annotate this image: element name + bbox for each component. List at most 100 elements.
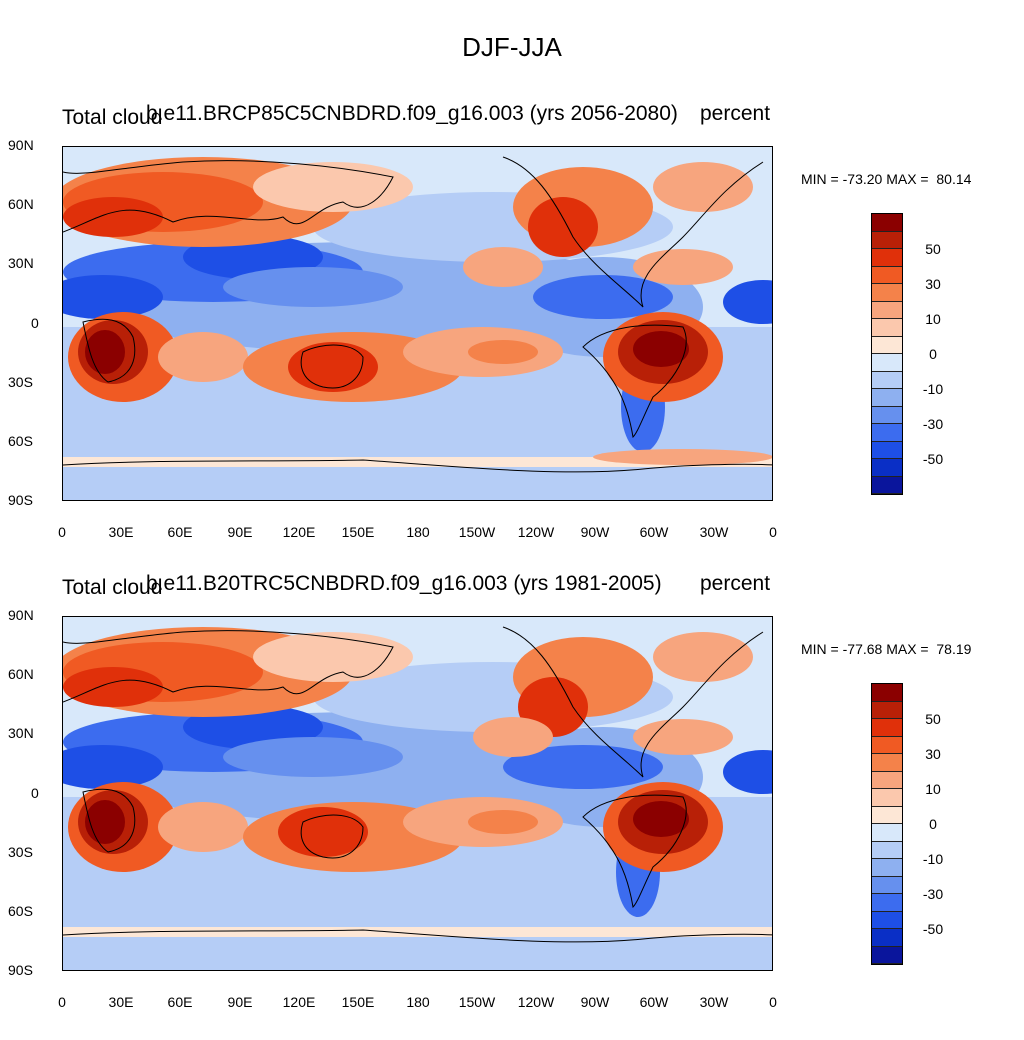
lon-tick-label: 90E <box>227 994 253 1010</box>
colorbar-swatch <box>872 806 902 824</box>
variable-label: Total cloud <box>62 576 163 599</box>
colorbar-swatch <box>872 929 902 947</box>
colorbar-swatch <box>872 424 902 442</box>
colorbar-swatch <box>872 859 902 877</box>
colorbar-label: -50 <box>922 921 944 937</box>
lon-tick-label: 60W <box>639 524 669 540</box>
colorbar-label: -10 <box>922 381 944 397</box>
colorbar-label: 0 <box>929 346 937 362</box>
cloud-difference-field <box>63 147 772 500</box>
colorbar <box>871 213 903 495</box>
min-max-readout: MIN = -73.20 MAX = 80.14 <box>801 171 972 187</box>
lon-tick-label: 60W <box>639 994 669 1010</box>
lon-tick-label: 90W <box>580 524 610 540</box>
colorbar-swatch <box>872 771 902 789</box>
lon-tick-label: 90W <box>580 994 610 1010</box>
lon-tick-label: 30W <box>699 524 729 540</box>
lat-tick-label: 90S <box>8 492 33 508</box>
lat-tick-label: 90S <box>8 962 33 978</box>
colorbar-label: 30 <box>925 746 941 762</box>
main-title: DJF-JJA <box>462 32 562 62</box>
colorbar-swatch <box>872 459 902 477</box>
cloud-difference-field <box>63 617 772 970</box>
lon-tick-label: 150E <box>341 994 375 1010</box>
colorbar-swatch <box>872 894 902 912</box>
lat-tick-label: 30S <box>8 844 33 860</box>
lat-tick-label: 60S <box>8 433 33 449</box>
colorbar-swatch <box>872 371 902 389</box>
colorbar-label: -30 <box>922 416 944 432</box>
colorbar-swatch <box>872 476 902 494</box>
colorbar-swatch <box>872 701 902 719</box>
colorbar-swatch <box>872 824 902 842</box>
lon-tick-label: 120W <box>517 994 555 1010</box>
lon-tick-label: 150E <box>341 524 375 540</box>
variable-label: Total cloud <box>62 106 163 129</box>
colorbar-label: 0 <box>929 816 937 832</box>
case-label: b.e11.BRCP85C5CNBDRD.f09_g16.003 (yrs 20… <box>146 102 678 125</box>
lat-tick-label: 0 <box>31 785 39 801</box>
colorbar-label: 10 <box>925 781 941 797</box>
lat-tick-label: 60N <box>8 666 34 682</box>
lat-tick-label: 30N <box>8 725 34 741</box>
lat-tick-label: 30N <box>8 255 34 271</box>
colorbar-swatch <box>872 336 902 354</box>
colorbar-swatch <box>872 736 902 754</box>
map-plot <box>62 146 773 501</box>
lat-tick-label: 30S <box>8 374 33 390</box>
colorbar-swatch <box>872 319 902 337</box>
colorbar-label: -10 <box>922 851 944 867</box>
colorbar-swatch <box>872 354 902 372</box>
colorbar-label: 10 <box>925 311 941 327</box>
lon-tick-label: 90E <box>227 524 253 540</box>
lon-tick-label: 0 <box>769 994 777 1010</box>
colorbar-swatch <box>872 406 902 424</box>
lat-tick-label: 90N <box>8 607 34 623</box>
colorbar-label: -50 <box>922 451 944 467</box>
lon-tick-label: 180 <box>406 524 430 540</box>
colorbar-swatch <box>872 266 902 284</box>
lat-tick-label: 60S <box>8 903 33 919</box>
lon-tick-label: 30E <box>108 994 134 1010</box>
colorbar-swatch <box>872 231 902 249</box>
colorbar-swatch <box>872 789 902 807</box>
lon-tick-label: 0 <box>769 524 777 540</box>
lon-tick-label: 150W <box>458 524 496 540</box>
map-panel-bottom: Total cloud b.e11.B20TRC5CNBDRD.f09_g16.… <box>0 570 1024 1040</box>
colorbar-swatch <box>872 214 902 232</box>
colorbar-swatch <box>872 754 902 772</box>
colorbar-swatch <box>872 719 902 737</box>
lon-tick-label: 30W <box>699 994 729 1010</box>
lon-tick-label: 150W <box>458 994 496 1010</box>
lat-tick-label: 60N <box>8 196 34 212</box>
colorbar-label: 30 <box>925 276 941 292</box>
colorbar-swatch <box>872 946 902 964</box>
colorbar-swatch <box>872 249 902 267</box>
map-panel-top: Total cloud b.e11.BRCP85C5CNBDRD.f09_g16… <box>0 100 1024 570</box>
colorbar-label: -30 <box>922 886 944 902</box>
colorbar-label: 50 <box>925 711 941 727</box>
colorbar-swatch <box>872 284 902 302</box>
lon-tick-label: 60E <box>167 994 193 1010</box>
lon-tick-label: 120W <box>517 524 555 540</box>
lon-tick-label: 120E <box>282 524 316 540</box>
case-label: b.e11.B20TRC5CNBDRD.f09_g16.003 (yrs 198… <box>146 572 662 595</box>
lon-tick-label: 0 <box>58 524 66 540</box>
map-plot <box>62 616 773 971</box>
colorbar-label: 50 <box>925 241 941 257</box>
lon-tick-label: 60E <box>167 524 193 540</box>
lon-tick-label: 30E <box>108 524 134 540</box>
colorbar-swatch <box>872 389 902 407</box>
units-label: percent <box>700 572 771 595</box>
colorbar-swatch <box>872 876 902 894</box>
lon-tick-label: 180 <box>406 994 430 1010</box>
lon-tick-label: 0 <box>58 994 66 1010</box>
colorbar-swatch <box>872 841 902 859</box>
units-label: percent <box>700 102 771 125</box>
colorbar-swatch <box>872 301 902 319</box>
lat-tick-label: 90N <box>8 137 34 153</box>
colorbar-swatch <box>872 911 902 929</box>
colorbar-swatch <box>872 441 902 459</box>
lat-tick-label: 0 <box>31 315 39 331</box>
colorbar <box>871 683 903 965</box>
